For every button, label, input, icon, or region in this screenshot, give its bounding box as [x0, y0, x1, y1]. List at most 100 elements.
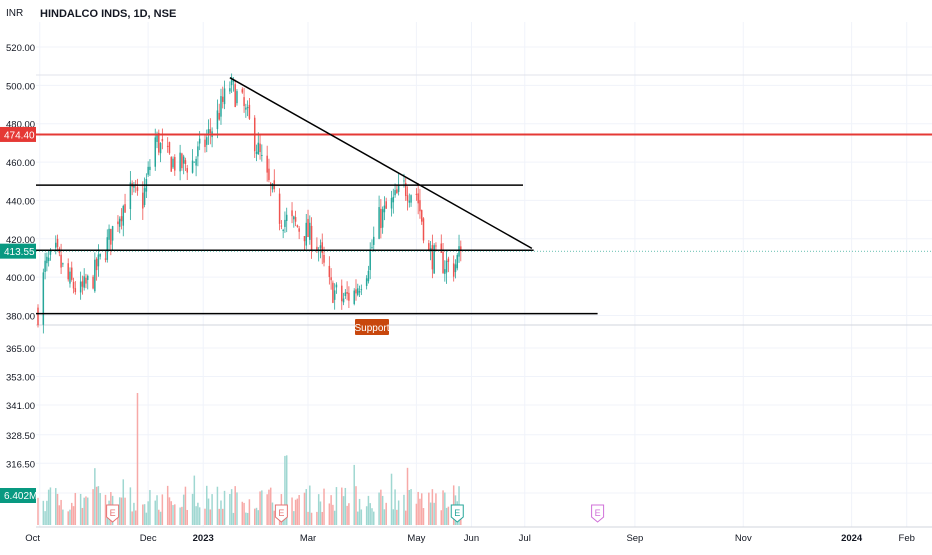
candle-body [435, 245, 437, 247]
volume-bar [243, 502, 245, 525]
candle-body [396, 189, 398, 194]
candle-body [198, 138, 201, 144]
y-tick-label: 380.00 [6, 312, 35, 323]
volume-bar [142, 504, 144, 525]
volume-bar [261, 490, 263, 525]
candle-body [403, 180, 405, 182]
volume-bar [92, 489, 94, 525]
candle-body [319, 245, 322, 249]
volume-bar [184, 486, 187, 525]
candle-body [355, 289, 357, 294]
candle-body [445, 260, 448, 273]
volume-bar [422, 508, 425, 525]
volume-bar [360, 509, 363, 525]
volume-bar [241, 501, 244, 525]
candle-body [156, 135, 158, 142]
candle-body [44, 260, 46, 273]
volume-bar [198, 507, 201, 525]
volume-bar [245, 512, 247, 525]
candle-body [195, 158, 197, 166]
candle-body [303, 236, 306, 242]
volume-bar [191, 493, 194, 525]
candle-body [172, 158, 174, 168]
volume-bar [156, 495, 158, 525]
volume-bar [294, 499, 297, 525]
volume-bar [131, 511, 133, 525]
candle-body [307, 218, 309, 238]
candle-body [222, 96, 224, 102]
volume-bar [218, 508, 220, 525]
volume-bar [271, 502, 274, 525]
candle-body [360, 289, 363, 291]
x-tick-label: 2023 [193, 533, 214, 544]
volume-bar [440, 510, 443, 525]
volume-bar [328, 503, 331, 525]
volume-bar [118, 497, 121, 525]
candle-body [79, 281, 82, 293]
volume-bar [62, 509, 64, 525]
volume-bar [220, 500, 222, 525]
volume-bar [207, 498, 210, 525]
volume-bar [149, 490, 151, 525]
y-tick-label: 480.00 [6, 120, 35, 131]
candle-body [285, 214, 288, 221]
candle-body [415, 193, 418, 195]
volume-bar [323, 488, 325, 525]
candle-body [428, 243, 430, 250]
volume-bar [74, 492, 77, 525]
candle-body [122, 205, 125, 226]
candle-body [371, 247, 373, 249]
volume-bar [170, 501, 172, 525]
volume-bar [378, 492, 380, 525]
candle-body [310, 225, 313, 251]
candle-body [420, 210, 423, 222]
volume-bar [365, 506, 368, 525]
earnings-marker-label: E [278, 508, 284, 518]
volume-bar [298, 495, 300, 525]
volume-bar [197, 502, 199, 525]
volume-bar [353, 464, 355, 525]
candle-body [218, 112, 220, 120]
volume-bar [269, 487, 272, 525]
candle-body [230, 77, 233, 86]
candle-body [216, 110, 219, 130]
candle-body [83, 276, 85, 288]
candle-body [417, 193, 419, 204]
candle-body [67, 263, 69, 280]
candle-body [193, 161, 196, 163]
volume-bar [404, 510, 407, 525]
candle-body [86, 275, 89, 280]
candle-body [95, 258, 98, 271]
earnings-marker-label: E [454, 508, 460, 518]
candle-body [133, 184, 135, 188]
y-tick-label: 420.00 [6, 235, 35, 246]
volume-bar [47, 489, 50, 525]
price-tag-label: 413.55 [4, 247, 35, 258]
candle-body [147, 166, 149, 175]
y-tick-label: 365.00 [6, 344, 35, 355]
candle-body [72, 281, 75, 289]
candle-body [390, 197, 393, 209]
volume-bar [206, 485, 208, 525]
earnings-marker [274, 504, 288, 523]
volume-bar [248, 499, 251, 525]
volume-bar [232, 512, 235, 525]
candle-body [452, 263, 455, 277]
volume-bar [380, 489, 382, 525]
candle-body [269, 183, 272, 186]
volume-bar [44, 511, 46, 525]
candle-body [159, 142, 162, 154]
candle-body [454, 264, 457, 273]
volume-bar [403, 494, 405, 525]
volume-bar [133, 502, 135, 525]
volume-bar [99, 493, 101, 525]
volume-bar [442, 490, 444, 525]
candle-body [207, 129, 210, 134]
candle-body [328, 265, 331, 277]
volume-bar [341, 487, 343, 525]
candle-body [419, 200, 421, 212]
volume-bar [186, 509, 188, 525]
volume-bar [419, 498, 421, 525]
